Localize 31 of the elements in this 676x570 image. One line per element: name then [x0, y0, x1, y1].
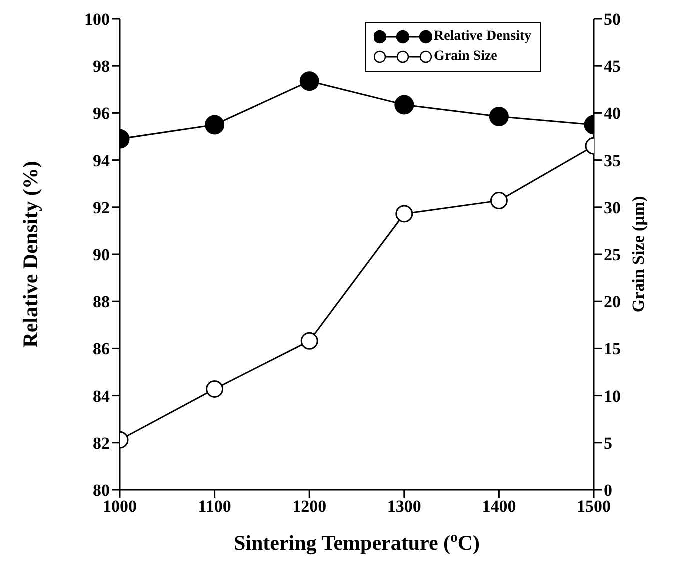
y-tick-label: 96: [93, 104, 110, 124]
x-tick-label: 1100: [198, 497, 232, 516]
x-tick-label: 1400: [482, 497, 516, 516]
x-axis-title: Sintering Temperature ($^{o}$C): [234, 530, 480, 555]
y-tick-label: 94: [93, 151, 110, 170]
y2-tick-label: 40: [604, 104, 621, 124]
point: [396, 205, 414, 223]
y2-tick-label: 15: [604, 340, 621, 359]
point: [300, 332, 318, 350]
y-tick-label: 84: [93, 386, 110, 406]
y-tick-label: 100: [84, 10, 110, 30]
y2-tick-label: 35: [604, 151, 621, 170]
y-tick-label: 92: [93, 198, 110, 218]
y-axis-title: Relative Density (%): [18, 161, 42, 348]
y2-tick-label: 25: [604, 246, 621, 265]
y2-tick-label: 5: [604, 434, 612, 453]
y2-tick-label: 45: [604, 57, 621, 76]
legend-label: Grain Size: [434, 49, 498, 65]
y-tick-label: 98: [93, 57, 110, 76]
y2-tick-label: 20: [604, 292, 621, 312]
y2-tick-label: 30: [604, 198, 621, 218]
x-tick-label: 1300: [387, 497, 422, 516]
y-tick-label: 88: [93, 292, 110, 312]
y-tick-label: 90: [93, 246, 110, 265]
y-tick-label: 86: [93, 340, 110, 359]
y2-tick-label: 10: [604, 386, 621, 406]
y-tick-label: 82: [93, 434, 110, 453]
y2-tick-label: 50: [604, 10, 621, 30]
y2-axis-title: Grain Size (μm): [629, 196, 648, 313]
x-tick-label: 1200: [292, 497, 327, 516]
legend-label: Relative Density: [434, 29, 532, 45]
